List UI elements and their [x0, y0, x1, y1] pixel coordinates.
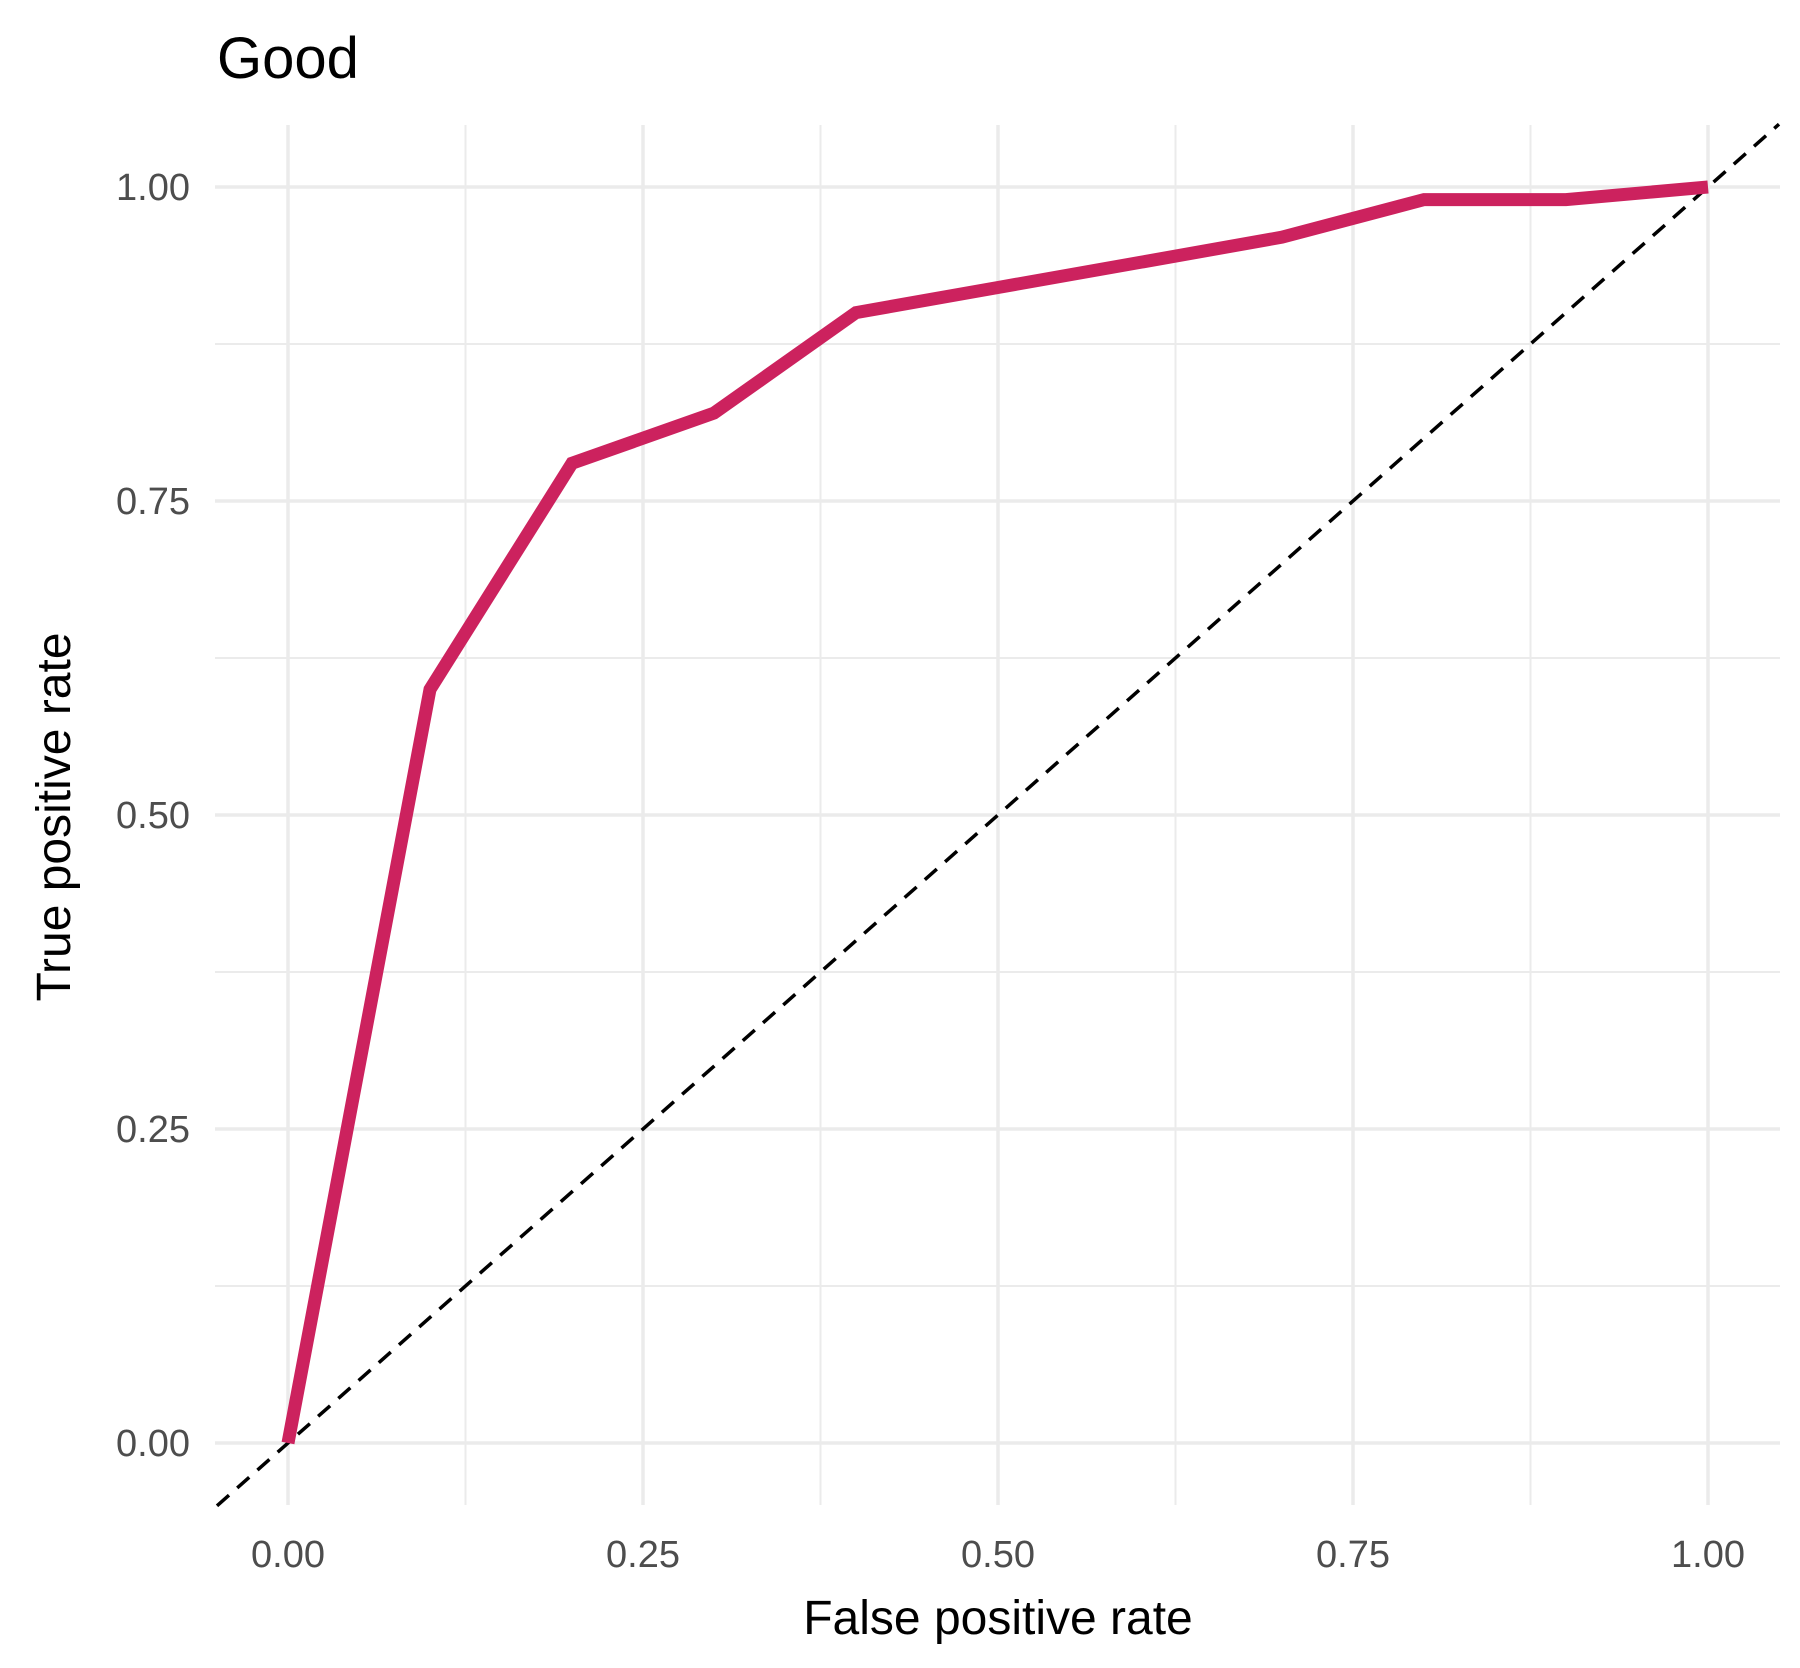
x-tick-label: 0.25 — [606, 1534, 680, 1576]
reference-diagonal-line — [215, 122, 1781, 1508]
roc-curve-line — [281, 180, 1709, 1445]
x-tick-label: 0.00 — [251, 1534, 325, 1576]
grid-layer — [215, 125, 1780, 1505]
y-tick-label: 0.25 — [116, 1109, 190, 1151]
x-tick-label: 1.00 — [1671, 1534, 1745, 1576]
data-layer — [215, 122, 1781, 1508]
y-tick-label: 1.00 — [116, 167, 190, 209]
x-axis-title: False positive rate — [803, 1592, 1193, 1645]
x-tick-label: 0.50 — [961, 1534, 1035, 1576]
tick-labels: 0.00 0.00 0.25 0.25 0.50 0.50 0.75 0.75 1.00 1.00 — [116, 167, 1745, 1576]
y-tick-label: 0.00 — [116, 1423, 190, 1465]
y-axis-title: True positive rate — [28, 632, 81, 1001]
y-tick-label: 0.75 — [116, 481, 190, 523]
chart-title: Good — [217, 26, 359, 91]
y-tick-label: 0.50 — [116, 795, 190, 837]
x-tick-label: 0.75 — [1316, 1534, 1390, 1576]
